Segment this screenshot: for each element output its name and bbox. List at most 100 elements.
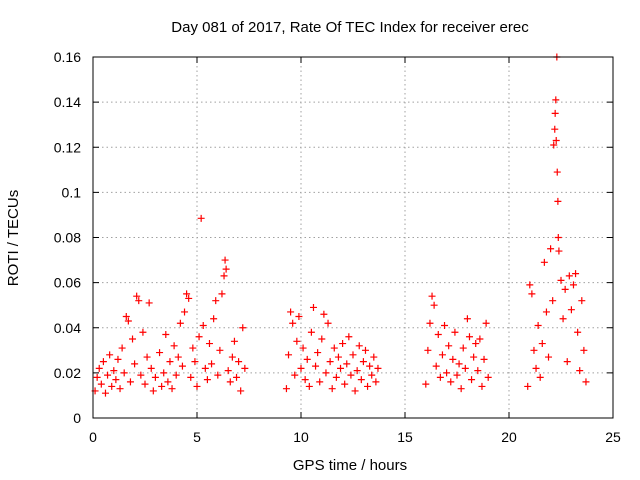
data-point <box>129 335 137 343</box>
data-point <box>239 324 247 332</box>
data-point <box>282 385 290 393</box>
data-point <box>108 382 116 390</box>
data-point <box>545 353 553 361</box>
data-point <box>318 335 326 343</box>
data-point <box>216 346 224 354</box>
data-point <box>181 308 189 316</box>
data-point <box>445 342 453 350</box>
data-point <box>532 364 540 372</box>
data-point <box>293 337 301 345</box>
data-point <box>224 367 232 375</box>
data-point <box>561 285 569 293</box>
data-point <box>330 344 338 352</box>
data-point <box>576 367 584 375</box>
data-point <box>212 297 220 305</box>
data-point <box>301 376 309 384</box>
data-point <box>337 364 345 372</box>
data-points <box>91 53 590 397</box>
data-point <box>168 385 176 393</box>
y-tick-label: 0.02 <box>54 365 81 381</box>
data-point <box>557 276 565 284</box>
data-point <box>578 297 586 305</box>
data-point <box>364 382 372 390</box>
data-point <box>97 380 105 388</box>
data-point <box>572 270 580 278</box>
data-point <box>552 96 560 104</box>
data-point <box>332 373 340 381</box>
data-point <box>551 125 559 133</box>
y-tick-label: 0.08 <box>54 230 81 246</box>
data-point <box>526 281 534 289</box>
data-point <box>574 328 582 336</box>
data-point <box>230 337 238 345</box>
y-axis-label: ROTI / TECUs <box>5 190 22 286</box>
y-tick-label: 0.14 <box>54 94 81 110</box>
data-point <box>468 376 476 384</box>
data-point <box>218 290 226 298</box>
data-point <box>124 317 132 325</box>
data-point <box>455 360 463 368</box>
y-tick-label: 0.16 <box>54 49 81 65</box>
data-point <box>368 371 376 379</box>
data-point <box>432 362 440 370</box>
data-point <box>303 355 311 363</box>
data-point <box>183 290 191 298</box>
data-point <box>449 355 457 363</box>
y-tick-label: 0 <box>73 410 81 426</box>
data-point <box>114 355 122 363</box>
data-point <box>191 358 199 366</box>
data-point <box>93 373 101 381</box>
data-point <box>149 387 157 395</box>
data-point <box>349 351 357 359</box>
data-point <box>164 378 172 386</box>
data-point <box>422 380 430 388</box>
data-point <box>484 373 492 381</box>
data-point <box>174 353 182 361</box>
data-point <box>160 369 168 377</box>
data-point <box>291 371 299 379</box>
data-point <box>172 371 180 379</box>
data-point <box>116 385 124 393</box>
data-point <box>563 358 571 366</box>
data-point <box>241 364 249 372</box>
data-point <box>226 378 234 386</box>
data-point <box>457 385 465 393</box>
data-point <box>357 376 365 384</box>
data-point <box>372 378 380 386</box>
data-point <box>549 297 557 305</box>
data-point <box>139 328 147 336</box>
data-point <box>158 382 166 390</box>
data-point <box>166 358 174 366</box>
data-point <box>470 353 478 361</box>
data-point <box>210 315 218 323</box>
data-point <box>438 351 446 359</box>
data-point <box>312 362 320 370</box>
data-point <box>131 360 139 368</box>
data-point <box>436 373 444 381</box>
data-point <box>287 308 295 316</box>
data-point <box>569 281 577 289</box>
data-point <box>441 321 449 329</box>
plot-frame <box>92 56 614 419</box>
data-point <box>324 319 332 327</box>
data-point <box>299 344 307 352</box>
data-point <box>359 358 367 366</box>
data-point <box>474 367 482 375</box>
data-point <box>106 351 114 359</box>
data-point <box>104 371 112 379</box>
data-point <box>237 387 245 395</box>
data-point <box>339 340 347 348</box>
y-tick-label: 0.06 <box>54 275 81 291</box>
data-point <box>530 346 538 354</box>
data-point <box>528 290 536 298</box>
data-point <box>316 378 324 386</box>
axis-ticks: 0 5 10 15 20 25 0 0.02 0.04 0.06 0.08 0.1 0.12 0.14 0.… <box>54 49 621 445</box>
data-point <box>547 245 555 253</box>
data-point <box>120 369 128 377</box>
data-point <box>326 358 334 366</box>
data-point <box>143 353 151 361</box>
data-point <box>110 367 118 375</box>
data-point <box>550 141 558 149</box>
data-point <box>309 303 317 311</box>
